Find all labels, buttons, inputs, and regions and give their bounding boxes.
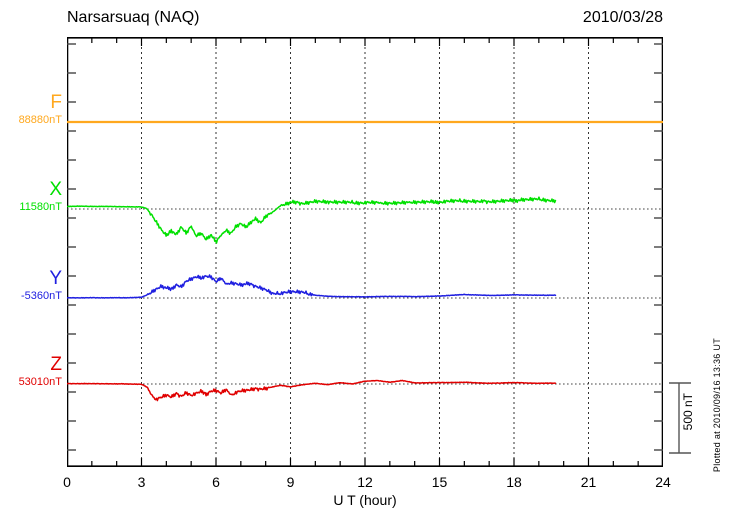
scale-bar (669, 382, 691, 454)
x-tick-6: 6 (212, 474, 220, 490)
component-label-F: F 88880nT (19, 93, 62, 126)
page-title: Narsarsuaq (NAQ) (67, 9, 200, 26)
plotted-timestamp: Plotted at 2010/09/16 13:36 UT (712, 338, 722, 473)
x-tick-9: 9 (286, 474, 295, 490)
magnetogram-chart (67, 37, 663, 467)
x-tick-0: 0 (63, 474, 71, 490)
x-tick-3: 3 (137, 474, 146, 490)
component-letter-X: X (49, 179, 62, 200)
x-tick-18: 18 (506, 474, 522, 490)
trace-X (67, 196, 557, 244)
trace-Y (67, 274, 557, 299)
x-tick-15: 15 (431, 474, 448, 490)
plot-area (67, 37, 663, 467)
x-tick-24: 24 (655, 474, 671, 490)
observation-date: 2010/03/28 (582, 9, 663, 26)
scale-bar-label: 500 nT (681, 393, 695, 431)
component-letter-Y: Y (49, 268, 62, 289)
component-letter-Z: Z (50, 354, 62, 375)
component-label-Z: Z 53010nT (19, 355, 62, 388)
x-tick-12: 12 (357, 474, 373, 490)
x-axis-title: U T (hour) (333, 492, 397, 508)
component-baseline-X: 11580nT (19, 201, 62, 213)
x-tick-21: 21 (580, 474, 597, 490)
component-letter-F: F (50, 92, 62, 113)
component-baseline-Y: -5360nT (21, 290, 62, 302)
component-baseline-F: 88880nT (18, 114, 62, 126)
trace-Z (67, 379, 557, 402)
component-label-X: X 11580nT (19, 180, 62, 213)
component-label-Y: Y -5360nT (21, 269, 62, 302)
component-baseline-Z: 53010nT (18, 376, 62, 388)
